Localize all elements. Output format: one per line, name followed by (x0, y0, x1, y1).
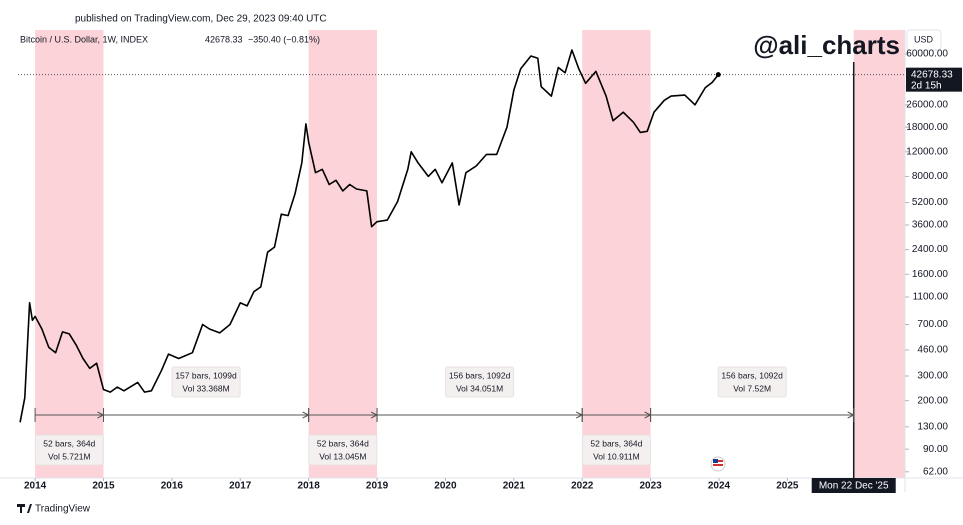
highlight-band (308, 30, 378, 478)
measure-text: Vol 34.051M (456, 383, 503, 393)
measure-text: Vol 13.045M (319, 451, 366, 461)
y-tick-label: 460.00 (917, 345, 948, 356)
measure-text: Vol 5.721M (48, 451, 91, 461)
highlight-band (853, 30, 905, 478)
x-tick-label: 2015 (92, 481, 115, 492)
measure-box (717, 366, 787, 398)
measure-text: Vol 10.911M (593, 451, 640, 461)
x-tick-label: 2018 (298, 481, 321, 492)
date-label-box (811, 478, 896, 493)
measure-text: 156 bars, 1092d (721, 370, 783, 380)
y-tick-label: 1100.00 (913, 292, 949, 303)
currency[interactable]: USD (914, 34, 934, 44)
measure-box (171, 366, 241, 398)
y-tick-label: 62.00 (923, 466, 948, 477)
measure-text: 52 bars, 364d (43, 438, 95, 448)
watermark: @ali_charts (753, 30, 900, 60)
y-tick-label: 300.00 (917, 371, 948, 382)
y-tick-label: 60000.00 (906, 49, 948, 60)
y-tick-label: 130.00 (917, 421, 948, 432)
published: published on TradingView.com, Dec 29, 20… (75, 14, 327, 25)
y-tick-label: 18000.00 (906, 122, 948, 133)
highlight-layer (35, 30, 905, 478)
x-tick-label: 2017 (229, 481, 252, 492)
measure-box (581, 434, 651, 466)
y-tick-label: 12000.00 (906, 146, 948, 157)
price-label: 42678.33 (911, 69, 953, 80)
x-tick-label: 2025 (776, 481, 799, 492)
y-tick-label: 2400.00 (912, 244, 949, 255)
date-label: Mon 22 Dec '25 (819, 481, 889, 492)
measure-text: Vol 7.52M (733, 383, 771, 393)
flag-icon (710, 456, 726, 472)
header-price: 42678.33 (205, 34, 243, 44)
y-tick-label: 90.00 (923, 444, 948, 455)
measure-text: 52 bars, 364d (590, 438, 642, 448)
x-tick-label: 2020 (434, 481, 457, 492)
measure-text: 52 bars, 364d (317, 438, 369, 448)
x-tick-label: 2023 (639, 481, 662, 492)
logo (17, 504, 32, 513)
x-tick-label: 2024 (708, 481, 731, 492)
price-line-series (19, 49, 719, 423)
x-tick-label: 2014 (24, 481, 47, 492)
measure-text: Vol 33.368M (182, 383, 229, 393)
y-tick-label: 8000.00 (912, 171, 949, 182)
header-change: −350.40 (−0.81%) (248, 34, 320, 44)
logo-text: TradingView (35, 504, 91, 515)
y-tick-label: 200.00 (917, 395, 948, 406)
x-tick-label: 2021 (503, 481, 526, 492)
y-tick-label: 700.00 (917, 319, 948, 330)
currency-box[interactable] (906, 29, 942, 51)
last-point (715, 72, 721, 78)
measure-box (34, 434, 104, 466)
y-tick-label: 3600.00 (912, 220, 949, 231)
x-tick-label: 2019 (366, 481, 389, 492)
measure-text: 157 bars, 1099d (175, 370, 237, 380)
highlight-band (35, 30, 104, 478)
x-tick-label: 2022 (571, 481, 594, 492)
price-countdown: 2d 15h (911, 80, 942, 91)
x-tick-label: 2016 (161, 481, 184, 492)
measure-box (308, 434, 378, 466)
measure-arrow (847, 411, 855, 419)
y-tick-label: 1600.00 (912, 269, 949, 280)
price-label-box (906, 67, 962, 92)
y-tick-label: 26000.00 (906, 99, 948, 110)
y-tick-label: 5200.00 (912, 197, 949, 208)
symbol-title: Bitcoin / U.S. Dollar, 1W, INDEX (20, 34, 148, 44)
measure-box (445, 366, 515, 398)
highlight-band (582, 30, 651, 478)
measure-text: 156 bars, 1092d (449, 370, 511, 380)
